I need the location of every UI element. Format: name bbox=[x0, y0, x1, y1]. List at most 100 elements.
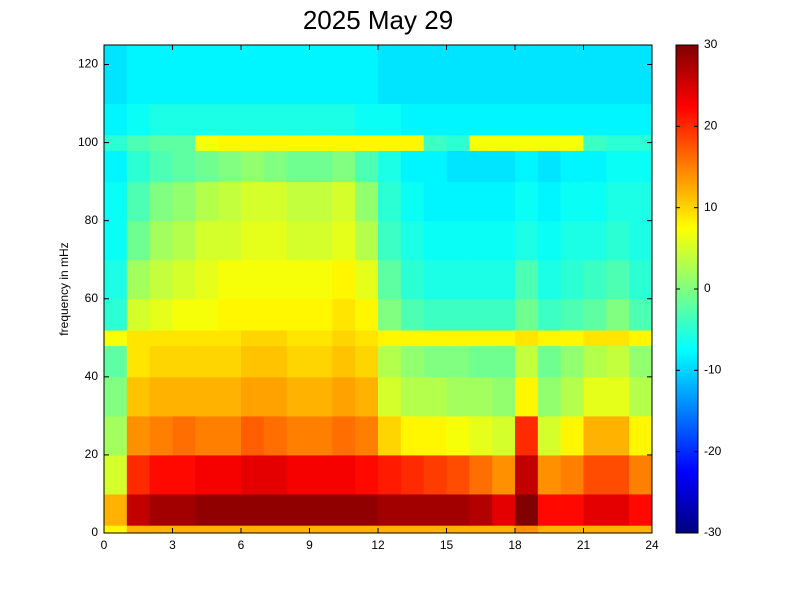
heatmap-cell bbox=[606, 298, 630, 331]
heatmap-cell bbox=[126, 220, 151, 261]
heatmap-cell bbox=[332, 181, 356, 222]
x-tick-label: 18 bbox=[508, 538, 522, 552]
heatmap-cell bbox=[126, 259, 151, 300]
heatmap-cell bbox=[309, 415, 333, 456]
heatmap-cell bbox=[560, 103, 584, 136]
heatmap-cell bbox=[195, 103, 219, 136]
heatmap-cell bbox=[469, 525, 493, 534]
heatmap-cell bbox=[309, 525, 333, 534]
heatmap-cell bbox=[355, 415, 379, 456]
heatmap-cell bbox=[172, 134, 196, 151]
heatmap-cell bbox=[378, 454, 402, 495]
heatmap-cell bbox=[149, 376, 173, 417]
heatmap-cell bbox=[606, 454, 630, 495]
heatmap-cell bbox=[423, 259, 447, 300]
colorbar-tick-label: 10 bbox=[704, 200, 718, 214]
heatmap-cell bbox=[218, 134, 242, 151]
heatmap-cell bbox=[515, 329, 539, 347]
heatmap-cell bbox=[469, 298, 493, 331]
heatmap-cell bbox=[492, 345, 516, 378]
heatmap-cell bbox=[446, 454, 470, 495]
heatmap-cell bbox=[104, 259, 128, 300]
heatmap-cell bbox=[149, 45, 173, 105]
heatmap-cell bbox=[355, 181, 379, 222]
heatmap-cell bbox=[172, 150, 196, 183]
heatmap-cell bbox=[355, 298, 379, 331]
heatmap-cell bbox=[241, 525, 265, 534]
heatmap-cell bbox=[446, 329, 470, 347]
heatmap-cell bbox=[560, 150, 584, 183]
heatmap-cell bbox=[560, 376, 584, 417]
heatmap-cell bbox=[469, 259, 493, 300]
heatmap-cell bbox=[378, 345, 402, 378]
heatmap-cell bbox=[629, 298, 653, 331]
heatmap-cell bbox=[629, 134, 653, 151]
heatmap-cell bbox=[606, 220, 630, 261]
heatmap-cell bbox=[515, 220, 539, 261]
heatmap-cell bbox=[629, 454, 653, 495]
heatmap-cell bbox=[286, 150, 310, 183]
heatmap-cell bbox=[126, 376, 151, 417]
heatmap-cell bbox=[378, 259, 402, 300]
heatmap-cell bbox=[492, 134, 516, 151]
heatmap-cell bbox=[560, 259, 584, 300]
heatmap-cell bbox=[126, 181, 151, 222]
heatmap-cell bbox=[332, 345, 356, 378]
heatmap-cell bbox=[629, 150, 653, 183]
heatmap-cell bbox=[629, 525, 653, 534]
heatmap-cell bbox=[400, 45, 425, 105]
heatmap-cell bbox=[195, 525, 219, 534]
heatmap-cell bbox=[195, 329, 219, 347]
x-tick-label: 24 bbox=[645, 538, 659, 552]
heatmap-cell bbox=[515, 259, 539, 300]
heatmap-cell bbox=[560, 454, 584, 495]
heatmap-cell bbox=[423, 150, 447, 183]
heatmap-cell bbox=[492, 150, 516, 183]
heatmap-cell bbox=[286, 181, 310, 222]
heatmap-cell bbox=[469, 150, 493, 183]
heatmap-cell bbox=[126, 345, 151, 378]
heatmap-cell bbox=[263, 45, 288, 105]
heatmap-cell bbox=[126, 150, 151, 183]
heatmap-cell bbox=[492, 103, 516, 136]
heatmap-cell bbox=[218, 259, 242, 300]
heatmap-cell bbox=[172, 415, 196, 456]
heatmap-cell bbox=[309, 181, 333, 222]
heatmap-cell bbox=[218, 415, 242, 456]
y-tick-label: 100 bbox=[78, 135, 98, 149]
heatmap-cell bbox=[195, 259, 219, 300]
heatmap-cell bbox=[309, 376, 333, 417]
heatmap-cell bbox=[378, 493, 402, 526]
heatmap-cell bbox=[309, 298, 333, 331]
heatmap-cell bbox=[537, 493, 562, 526]
heatmap-cell bbox=[629, 220, 653, 261]
heatmap-cell bbox=[515, 525, 539, 534]
heatmap-cell bbox=[241, 345, 265, 378]
heatmap-cell bbox=[241, 454, 265, 495]
heatmap-cell bbox=[286, 376, 310, 417]
heatmap-cell bbox=[560, 415, 584, 456]
heatmap-cell bbox=[218, 329, 242, 347]
heatmap-cell bbox=[446, 525, 470, 534]
heatmap-cell bbox=[332, 259, 356, 300]
colorbar-tick-label: -30 bbox=[704, 525, 722, 539]
colorbar-tick-label: 30 bbox=[704, 37, 718, 51]
heatmap-cell bbox=[537, 150, 562, 183]
heatmap-cell bbox=[537, 415, 562, 456]
x-tick-label: 6 bbox=[238, 538, 245, 552]
heatmap-cell bbox=[126, 45, 151, 105]
heatmap-cell bbox=[537, 45, 562, 105]
heatmap-cell bbox=[104, 220, 128, 261]
heatmap-cell bbox=[149, 329, 173, 347]
heatmap-cell bbox=[355, 525, 379, 534]
colorbar-tick-label: -20 bbox=[704, 444, 722, 458]
heatmap-cell bbox=[195, 493, 219, 526]
heatmap-cell bbox=[583, 181, 607, 222]
colorbar-tick-label: -10 bbox=[704, 363, 722, 377]
heatmap-cell bbox=[263, 525, 288, 534]
heatmap-cell bbox=[332, 376, 356, 417]
heatmap-cell bbox=[606, 150, 630, 183]
heatmap-cell bbox=[537, 454, 562, 495]
x-tick-label: 0 bbox=[101, 538, 108, 552]
